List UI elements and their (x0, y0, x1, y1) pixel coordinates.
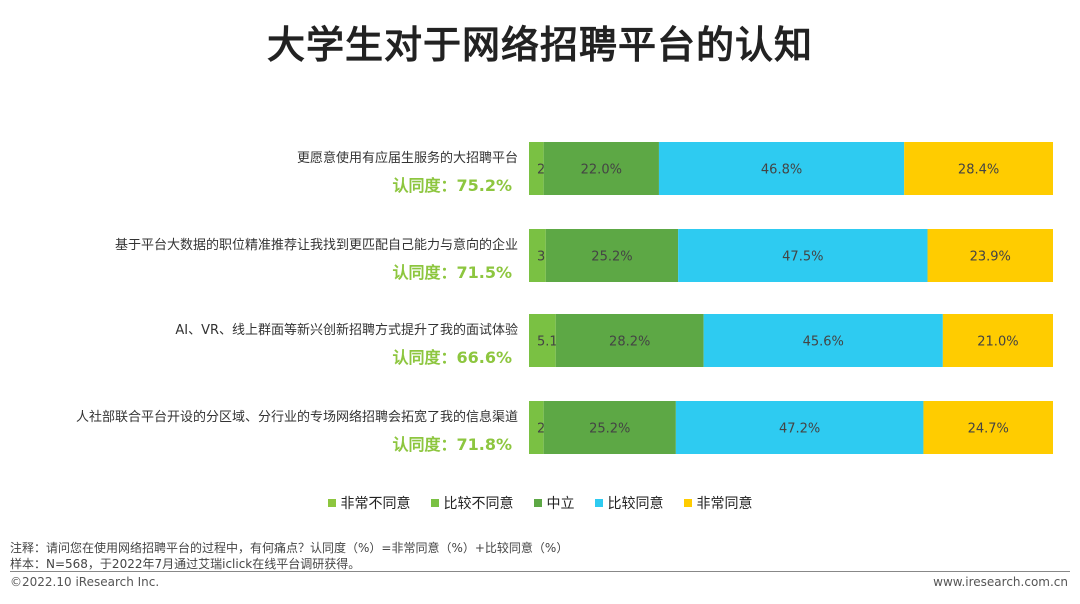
data-label: 25.2% (589, 422, 630, 437)
bar-segment (543, 401, 676, 454)
bar-segment (675, 401, 924, 454)
bar-segment (529, 142, 544, 195)
bar-segment (703, 314, 943, 367)
legend-swatch (683, 499, 692, 507)
legend-label: 中立 (546, 496, 575, 512)
legend-item: 非常不同意 (327, 493, 411, 513)
data-label: 21.0% (977, 335, 1018, 350)
bar-segment (529, 314, 556, 367)
bar-segment (555, 314, 704, 367)
bar-segment (904, 142, 1053, 195)
data-label: 47.2% (779, 422, 820, 437)
agreement-label: 认同度：71.5% (392, 263, 512, 282)
legend-swatch (594, 499, 603, 507)
legend-item: 中立 (533, 493, 575, 513)
agreement-label: 认同度：71.8% (392, 435, 512, 454)
bar-segment (927, 229, 1053, 282)
bar-segment (678, 229, 928, 282)
bar-segment (545, 229, 679, 282)
category-label: 更愿意使用有应届生服务的大招聘平台 (297, 150, 518, 166)
legend-swatch (327, 499, 336, 507)
data-label: 22.0% (581, 163, 622, 178)
data-label: 25.2% (591, 250, 632, 265)
bar-segment (658, 142, 905, 195)
legend-label: 比较同意 (607, 496, 664, 512)
data-label: 46.8% (761, 163, 802, 178)
bar-segment (942, 314, 1053, 367)
legend-label: 非常同意 (696, 496, 753, 512)
legend-swatch (533, 499, 542, 507)
category-label: 基于平台大数据的职位精准推荐让我找到更匹配自己能力与意向的企业 (115, 237, 518, 253)
legend-item: 非常同意 (683, 493, 753, 513)
legend-swatch (430, 499, 439, 507)
website-text: www.iresearch.com.cn (933, 575, 1068, 589)
legend-label: 非常不同意 (340, 496, 411, 512)
category-label: 人社部联合平台开设的分区域、分行业的专场网络招聘会拓宽了我的信息渠道 (76, 409, 518, 425)
legend-item: 比较不同意 (430, 493, 514, 513)
bar-segment (529, 229, 546, 282)
footnote-note: 注释：请问您在使用网络招聘平台的过程中，有何痛点？认同度（%）=非常同意（%）+… (10, 541, 569, 555)
data-label: 28.4% (958, 163, 999, 178)
category-label: AI、VR、线上群面等新兴创新招聘方式提升了我的面试体验 (175, 322, 518, 338)
bar-segment (543, 142, 659, 195)
data-label: 24.7% (968, 422, 1009, 437)
bar-segment (923, 401, 1053, 454)
bar-segment (529, 401, 544, 454)
legend-label: 比较不同意 (443, 496, 514, 512)
page-title: 大学生对于网络招聘平台的认知 (266, 23, 813, 67)
footer-divider (10, 571, 1070, 572)
footnote-sample: 样本：N=568，于2022年7月通过艾瑞iclick在线平台调研获得。 (10, 557, 361, 571)
data-label: 23.9% (970, 250, 1011, 265)
chart-legend: 非常不同意 比较不同意 中立 比较同意 非常同意 (0, 493, 1080, 513)
data-label: 45.6% (803, 335, 844, 350)
copyright-text: ©2022.10 iResearch Inc. (10, 575, 160, 589)
data-label: 28.2% (609, 335, 650, 350)
legend-item: 比较同意 (594, 493, 664, 513)
data-label: 47.5% (782, 250, 823, 265)
agreement-label: 认同度：66.6% (392, 348, 512, 367)
agreement-label: 认同度：75.2% (392, 176, 512, 195)
